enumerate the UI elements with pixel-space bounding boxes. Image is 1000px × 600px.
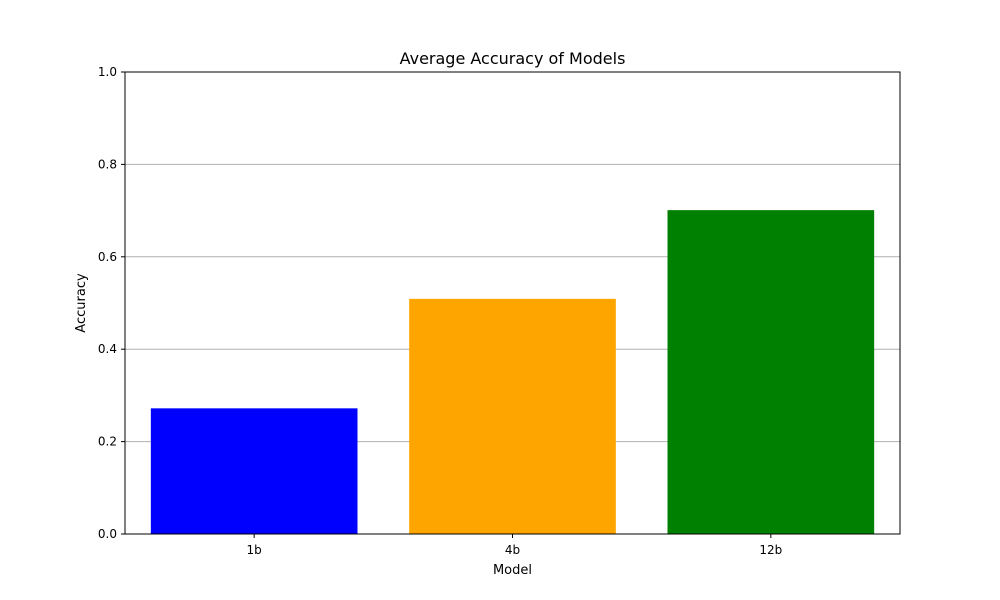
x-tick-label: 12b — [759, 543, 782, 557]
bar-4b — [409, 298, 616, 534]
y-axis-title: Accuracy — [74, 273, 89, 333]
x-axis-title: Model — [493, 563, 532, 578]
chart-title: Average Accuracy of Models — [400, 49, 626, 68]
y-tick-label: 1.0 — [98, 65, 117, 79]
x-tick-label: 1b — [247, 543, 262, 557]
bars — [150, 210, 875, 534]
x-axis-ticks: 1b 4b 12b — [247, 534, 782, 557]
x-tick-label: 4b — [505, 543, 520, 557]
y-tick-label: 0.0 — [98, 527, 117, 541]
y-tick-label: 0.8 — [98, 157, 117, 171]
bar-1b — [150, 408, 358, 534]
y-tick-label: 0.6 — [98, 250, 117, 264]
bar-12b — [667, 210, 875, 534]
y-axis-ticks: 0.0 0.2 0.4 0.6 0.8 1.0 — [98, 65, 125, 541]
y-tick-label: 0.2 — [98, 435, 117, 449]
y-tick-label: 0.4 — [98, 342, 117, 356]
